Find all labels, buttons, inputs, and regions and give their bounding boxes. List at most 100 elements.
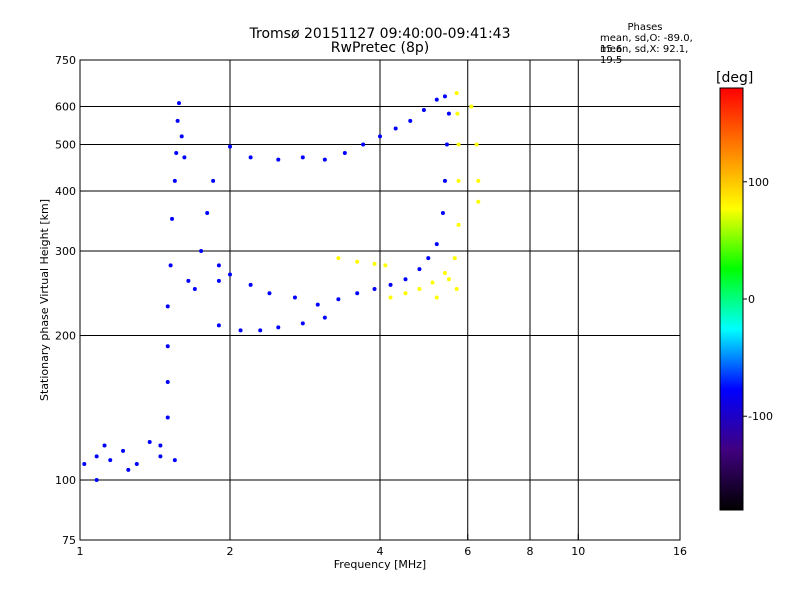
chart-subtitle: RwPretec (8p) [330,40,430,56]
data-point [456,222,461,227]
data-point [211,178,216,183]
data-point [372,287,377,292]
data-point [336,256,341,261]
data-point [276,157,281,162]
data-point [336,297,341,302]
data-point [469,104,474,109]
data-point [456,142,461,147]
data-point [176,101,181,106]
x-tick-label: 16 [673,545,687,558]
data-point [199,249,204,254]
data-point [440,211,445,216]
y-tick-label: 100 [55,474,76,487]
data-point [179,134,184,139]
data-point [168,263,173,268]
y-tick-label: 200 [55,330,76,343]
data-point [172,178,177,183]
data-point [434,295,439,300]
data-point [165,380,170,385]
x-tick-label: 1 [77,545,84,558]
chart-title: Tromsø 20151127 09:40:00-09:41:43 [249,26,511,42]
data-point [446,277,451,282]
data-point [134,461,139,466]
data-point [417,267,422,272]
data-point [403,291,408,296]
data-point [378,134,382,139]
data-point [444,142,449,147]
data-point [452,256,457,261]
data-point [361,142,366,147]
data-point [388,282,393,287]
data-point [454,91,459,96]
data-point [216,323,221,328]
data-point [170,216,175,221]
data-point [158,454,163,459]
data-point [182,155,187,160]
data-point [248,282,253,287]
tick-layer: 1 2 4 6 8 10 16 75 100 200 300 400 500 600 750 [55,54,687,558]
data-point [322,315,327,320]
y-tick-label: 600 [55,101,76,114]
phases-line-o: mean, sd,O: -89.0, 15.6 [600,33,693,55]
data-point [216,263,221,268]
data-point [102,443,107,448]
data-point [434,242,439,247]
y-tick-label: 500 [55,139,76,152]
x-tick-label: 2 [227,545,234,558]
data-point [430,280,435,285]
data-point [383,263,388,268]
phases-header: Phases [627,22,663,33]
data-point [388,295,393,300]
data-point [454,287,459,292]
y-tick-label: 400 [55,185,76,198]
y-tick-label: 300 [55,245,76,258]
y-axis-label: Stationary phase Virtual Height [km] [38,199,51,401]
colorbar-tick-label: 0 [748,293,755,306]
data-point [372,261,377,266]
data-point [248,155,253,160]
data-point [276,325,281,330]
data-point [175,118,180,123]
data-point [476,199,481,204]
data-point [446,111,451,116]
data-point [126,467,131,472]
data-point [165,304,170,309]
x-tick-label: 4 [377,545,384,558]
colorbar [719,87,744,511]
data-point [455,111,460,116]
data-point [292,295,297,300]
data-point [403,277,408,282]
y-tick-label: 750 [55,54,76,67]
data-point [456,178,461,183]
colorbar-tick-label: 100 [748,176,769,189]
data-point [216,278,221,283]
colorbar-ticks: 100 0 -100 [743,176,773,423]
data-point [165,344,170,349]
data-point [476,178,481,183]
data-point [158,443,163,448]
data-point [205,211,210,216]
data-point [393,126,398,131]
colorbar-label: [deg] [716,70,753,86]
data-point [355,259,360,264]
data-point [121,448,126,453]
data-point [228,272,232,277]
data-point [300,321,305,326]
data-point [172,458,177,463]
data-point [186,278,191,283]
data-point [434,97,439,102]
data-point [474,142,479,147]
data-point [174,151,179,156]
data-point [108,458,113,463]
data-point [408,118,413,123]
data-point [342,151,347,156]
grid-layer [80,60,680,540]
x-axis-label: Frequency [MHz] [334,558,426,571]
data-point [442,270,447,275]
y-tick-label: 75 [62,534,76,547]
data-point [442,94,447,99]
data-point [94,478,99,483]
data-point [426,256,431,261]
data-point [228,144,232,149]
